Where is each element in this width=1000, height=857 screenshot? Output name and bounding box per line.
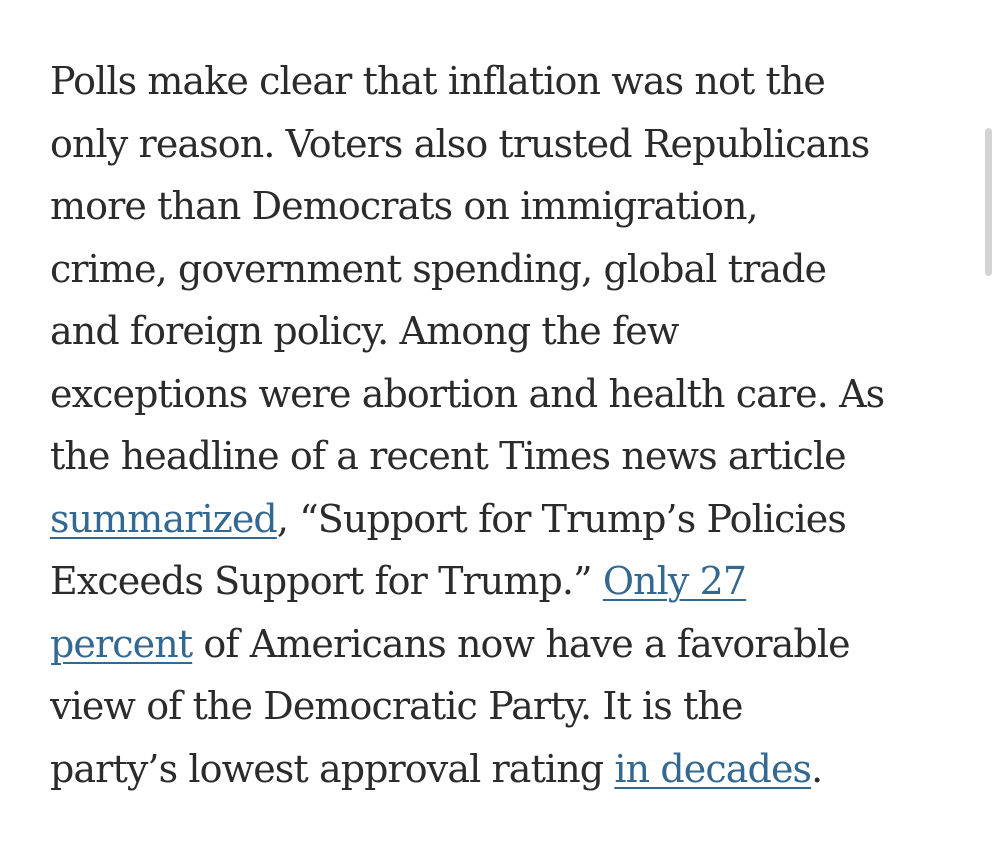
final-period: . xyxy=(811,746,823,791)
quote-text: , “Support for Trump’s Policies xyxy=(276,496,847,541)
paragraph-line-9: Exceeds Support for Trump.” Only 27 xyxy=(50,550,955,613)
paragraph-line-4: crime, government spending, global trade xyxy=(50,246,827,291)
paragraph-line-10: percent of Americans now have a favorabl… xyxy=(50,613,955,676)
favorable-text: of Americans now have a favorable xyxy=(192,621,850,666)
only-27-percent-link-start[interactable]: Only 27 xyxy=(602,559,747,603)
paragraph-line-2: only reason. Voters also trusted Republi… xyxy=(50,121,870,166)
paragraph-line-12: party’s lowest approval rating in decade… xyxy=(50,738,955,801)
article-paragraph: Polls make clear that inflation was not … xyxy=(50,50,955,800)
summarized-link[interactable]: summarized xyxy=(50,496,278,541)
paragraph-line-7: the headline of a recent Times news arti… xyxy=(50,434,847,478)
paragraph-line-1: Polls make clear that inflation was not … xyxy=(50,59,826,103)
paragraph-line-5: and foreign policy. Among the few xyxy=(50,309,679,353)
in-decades-link[interactable]: in decades xyxy=(614,746,812,791)
paragraph-line-3: more than Democrats on immigration, xyxy=(50,184,759,228)
paragraph-line-8: summarized, “Support for Trump’s Policie… xyxy=(50,488,955,551)
quote-end-text: Exceeds Support for Trump.” xyxy=(50,559,603,603)
scrollbar-thumb[interactable] xyxy=(985,128,992,276)
approval-text: party’s lowest approval rating xyxy=(50,746,615,791)
only-27-percent-link-end[interactable]: percent xyxy=(50,621,193,666)
paragraph-line-6: exceptions were abortion and health care… xyxy=(50,371,885,416)
paragraph-line-11: view of the Democratic Party. It is the xyxy=(50,684,743,728)
